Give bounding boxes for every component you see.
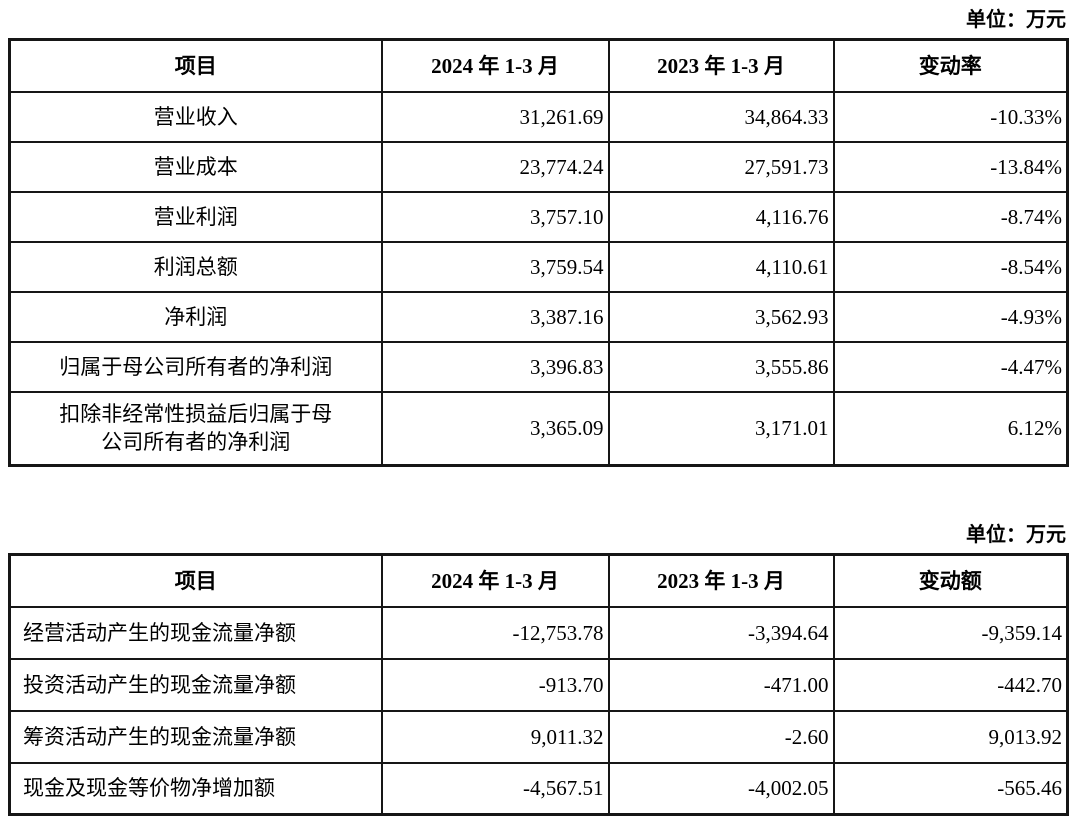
table-row: 归属于母公司所有者的净利润 3,396.83 3,555.86 -4.47%	[8, 340, 1069, 393]
cell-change: -10.33%	[832, 90, 1069, 143]
cell-change: -13.84%	[832, 140, 1069, 193]
cell-2023-value: 4,110.61	[607, 240, 835, 293]
profit-header-2023: 2023 年 1-3 月	[607, 38, 835, 93]
cell-item: 投资活动产生的现金流量净额	[8, 657, 383, 712]
cell-change: 9,013.92	[832, 709, 1069, 764]
cell-change: -4.47%	[832, 340, 1069, 393]
cell-2024-value: 23,774.24	[380, 140, 610, 193]
cell-2023-value: 4,116.76	[607, 190, 835, 243]
table-row: 扣除非经常性损益后归属于母 公司所有者的净利润 3,365.09 3,171.0…	[8, 390, 1069, 467]
cell-2024-value: -4,567.51	[380, 761, 610, 816]
cell-change: -565.46	[832, 761, 1069, 816]
table-row: 经营活动产生的现金流量净额 -12,753.78 -3,394.64 -9,35…	[8, 605, 1069, 660]
cell-item: 经营活动产生的现金流量净额	[8, 605, 383, 660]
cell-change: -8.54%	[832, 240, 1069, 293]
cashflow-header-2024: 2024 年 1-3 月	[380, 553, 610, 608]
cell-2024-value: 31,261.69	[380, 90, 610, 143]
table-row: 营业利润 3,757.10 4,116.76 -8.74%	[8, 190, 1069, 243]
cell-2024-value: 3,365.09	[380, 390, 610, 467]
cell-item: 营业收入	[8, 90, 383, 143]
cashflow-header-item: 项目	[8, 553, 383, 608]
cell-2024-value: 3,759.54	[380, 240, 610, 293]
profit-header-2024: 2024 年 1-3 月	[380, 38, 610, 93]
cell-2023-value: -2.60	[607, 709, 835, 764]
cell-2024-value: -913.70	[380, 657, 610, 712]
cell-change: -8.74%	[832, 190, 1069, 243]
profit-table-header-row: 项目 2024 年 1-3 月 2023 年 1-3 月 变动率	[8, 38, 1069, 93]
table-row: 营业成本 23,774.24 27,591.73 -13.84%	[8, 140, 1069, 193]
cell-2023-value: 27,591.73	[607, 140, 835, 193]
cell-2023-value: 3,562.93	[607, 290, 835, 343]
cell-item: 营业成本	[8, 140, 383, 193]
table-row: 营业收入 31,261.69 34,864.33 -10.33%	[8, 90, 1069, 143]
cell-2023-value: -3,394.64	[607, 605, 835, 660]
table-row: 筹资活动产生的现金流量净额 9,011.32 -2.60 9,013.92	[8, 709, 1069, 764]
cell-2023-value: -471.00	[607, 657, 835, 712]
cell-2024-value: 3,396.83	[380, 340, 610, 393]
unit-label-cashflow: 单位：万元	[966, 524, 1066, 546]
cell-item: 利润总额	[8, 240, 383, 293]
cell-2024-value: 3,757.10	[380, 190, 610, 243]
table-row: 投资活动产生的现金流量净额 -913.70 -471.00 -442.70	[8, 657, 1069, 712]
cell-item: 营业利润	[8, 190, 383, 243]
profit-table: 项目 2024 年 1-3 月 2023 年 1-3 月 变动率 营业收入 31…	[8, 38, 1069, 467]
cell-item: 筹资活动产生的现金流量净额	[8, 709, 383, 764]
cell-2024-value: 9,011.32	[380, 709, 610, 764]
cashflow-table-header-row: 项目 2024 年 1-3 月 2023 年 1-3 月 变动额	[8, 553, 1069, 608]
cell-change: 6.12%	[832, 390, 1069, 467]
table-row: 利润总额 3,759.54 4,110.61 -8.54%	[8, 240, 1069, 293]
cell-2023-value: 3,171.01	[607, 390, 835, 467]
cell-2023-value: 3,555.86	[607, 340, 835, 393]
cell-change: -442.70	[832, 657, 1069, 712]
profit-header-item: 项目	[8, 38, 383, 93]
cashflow-header-change-amount: 变动额	[832, 553, 1069, 608]
table-row: 净利润 3,387.16 3,562.93 -4.93%	[8, 290, 1069, 343]
cell-item: 归属于母公司所有者的净利润	[8, 340, 383, 393]
table-row: 现金及现金等价物净增加额 -4,567.51 -4,002.05 -565.46	[8, 761, 1069, 816]
cell-2023-value: 34,864.33	[607, 90, 835, 143]
cell-2024-value: -12,753.78	[380, 605, 610, 660]
cell-2023-value: -4,002.05	[607, 761, 835, 816]
cashflow-table: 项目 2024 年 1-3 月 2023 年 1-3 月 变动额 经营活动产生的…	[8, 553, 1069, 816]
cell-item: 扣除非经常性损益后归属于母 公司所有者的净利润	[8, 390, 383, 467]
cell-change: -9,359.14	[832, 605, 1069, 660]
cell-item: 净利润	[8, 290, 383, 343]
profit-header-change-rate: 变动率	[832, 38, 1069, 93]
cell-2024-value: 3,387.16	[380, 290, 610, 343]
unit-label-profit: 单位：万元	[966, 9, 1066, 31]
cell-item: 现金及现金等价物净增加额	[8, 761, 383, 816]
cell-change: -4.93%	[832, 290, 1069, 343]
cashflow-header-2023: 2023 年 1-3 月	[607, 553, 835, 608]
